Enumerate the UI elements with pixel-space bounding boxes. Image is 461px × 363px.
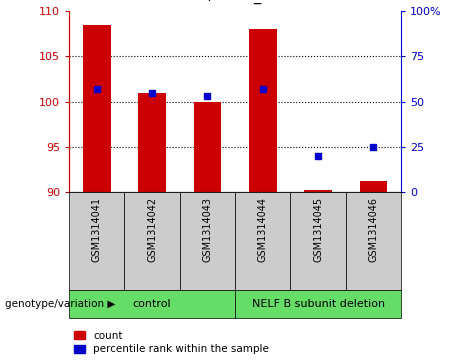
Legend: count, percentile rank within the sample: count, percentile rank within the sample (74, 331, 269, 354)
Bar (124, 192, 180, 290)
Bar (304, 189, 332, 192)
Bar (180, 192, 235, 290)
Text: GSM1314043: GSM1314043 (202, 197, 213, 262)
Bar (249, 29, 277, 192)
Bar (138, 93, 166, 192)
Text: genotype/variation ▶: genotype/variation ▶ (5, 299, 115, 309)
Text: GDS5302 / ILMN_2596903: GDS5302 / ILMN_2596903 (135, 0, 326, 4)
Text: control: control (133, 299, 171, 309)
Text: GSM1314044: GSM1314044 (258, 197, 268, 262)
Text: GSM1314042: GSM1314042 (147, 197, 157, 262)
Text: NELF B subunit deletion: NELF B subunit deletion (252, 299, 384, 309)
Bar (346, 192, 401, 290)
Bar (194, 102, 221, 192)
Bar (290, 192, 346, 290)
Bar (83, 24, 111, 192)
Text: GSM1314045: GSM1314045 (313, 197, 323, 262)
Bar (360, 180, 387, 192)
Bar (235, 192, 290, 290)
Bar (235, 290, 401, 318)
Text: GSM1314046: GSM1314046 (368, 197, 378, 262)
Bar (69, 192, 124, 290)
Bar (69, 290, 235, 318)
Text: GSM1314041: GSM1314041 (92, 197, 102, 262)
